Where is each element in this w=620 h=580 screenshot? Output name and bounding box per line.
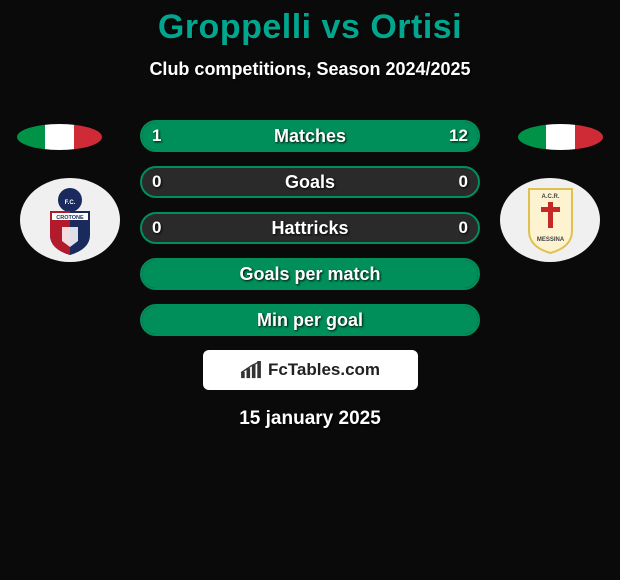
stat-value-right: 0 [459,212,468,244]
stat-value-right: 12 [449,120,468,152]
stat-row: Min per goal [140,304,480,336]
stat-value-left: 0 [152,166,161,198]
stat-value-left: 0 [152,212,161,244]
stat-label: Goals [140,166,480,198]
stat-value-left: 1 [152,120,161,152]
brand-box[interactable]: FcTables.com [203,350,418,390]
stat-label: Goals per match [140,258,480,290]
comparison-card: Groppelli vs Ortisi Club competitions, S… [0,0,620,430]
stat-label: Hattricks [140,212,480,244]
page-title: Groppelli vs Ortisi [0,8,620,47]
stat-row: Goals per match [140,258,480,290]
stat-row: Goals0 0 [140,166,480,198]
stat-value-right: 0 [459,166,468,198]
stats-block: Matches112Goals00Hattricks00Goals per ma… [0,120,620,336]
stat-row: Hattricks0 0 [140,212,480,244]
date-label: 15 january 2025 [0,408,620,430]
stat-label: Min per goal [140,304,480,336]
stat-row: Matches1 12 [140,120,480,152]
stat-label: Matches [140,120,480,152]
bar-chart-icon [240,361,262,379]
subtitle: Club competitions, Season 2024/2025 [0,59,620,80]
brand-text: FcTables.com [268,360,380,380]
